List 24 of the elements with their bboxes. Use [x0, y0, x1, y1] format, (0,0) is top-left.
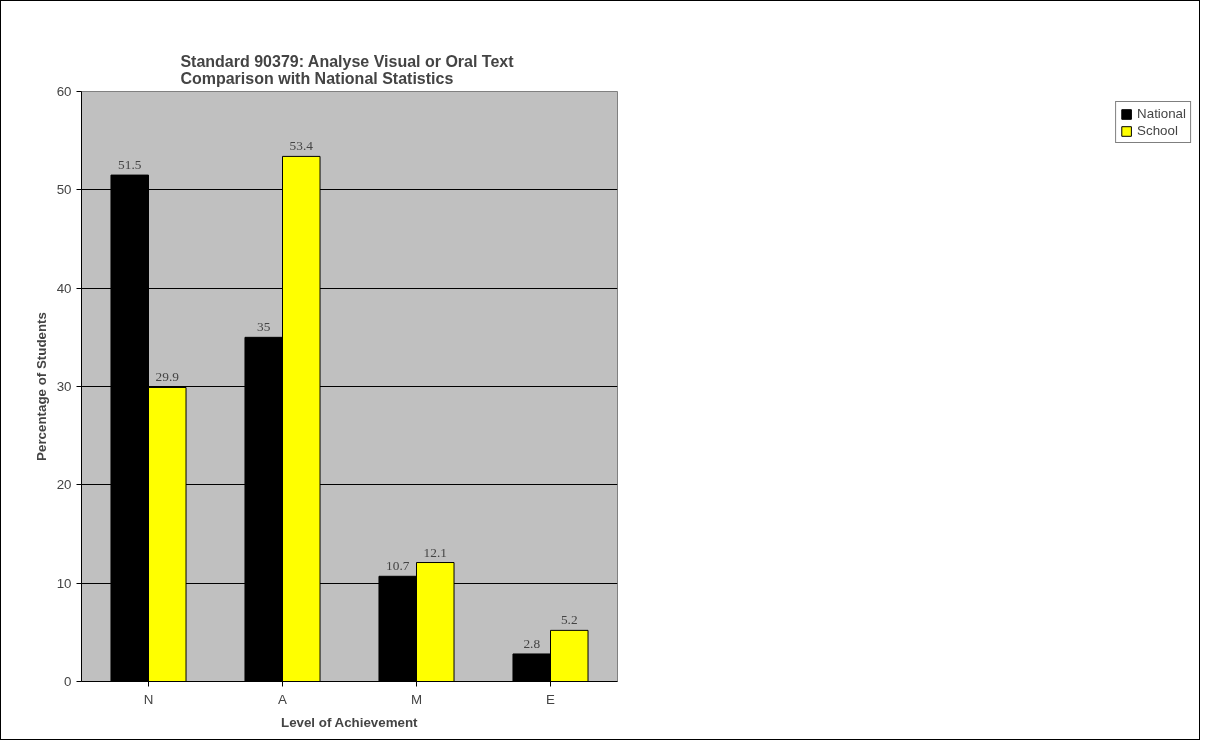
y-tick-label: 50	[56, 182, 72, 198]
data-label: 29.9	[155, 369, 180, 385]
data-label: 35	[257, 319, 271, 335]
y-tick-label: 30	[56, 379, 72, 394]
x-tick-label: M	[410, 691, 423, 707]
y-tick-label: 60	[56, 84, 72, 99]
data-label: 10.7	[386, 558, 410, 574]
y-tick-label: 40	[56, 280, 72, 296]
data-label: 2.8	[523, 635, 541, 651]
data-label: 5.2	[560, 612, 578, 628]
x-tick-label: N	[143, 691, 154, 707]
chart-title: Standard 90379: Analyse Visual or Oral Text Comparison with National Statistics	[180, 52, 515, 87]
y-tick-label: 20	[56, 477, 72, 493]
legend-label: National	[1137, 106, 1186, 121]
x-axis-title: Level of Achievement	[280, 714, 419, 730]
legend-label: School	[1137, 123, 1178, 138]
x-tick-label: A	[278, 691, 288, 707]
y-tick-label: 10	[56, 575, 72, 591]
data-label: 51.5	[118, 157, 142, 173]
x-tick-label: E	[546, 691, 556, 707]
data-label: 53.4	[289, 138, 314, 154]
y-axis-title: Percentage of Students	[33, 312, 49, 461]
data-label: 12.1	[423, 544, 447, 560]
y-tick-label: 0	[64, 674, 72, 689]
